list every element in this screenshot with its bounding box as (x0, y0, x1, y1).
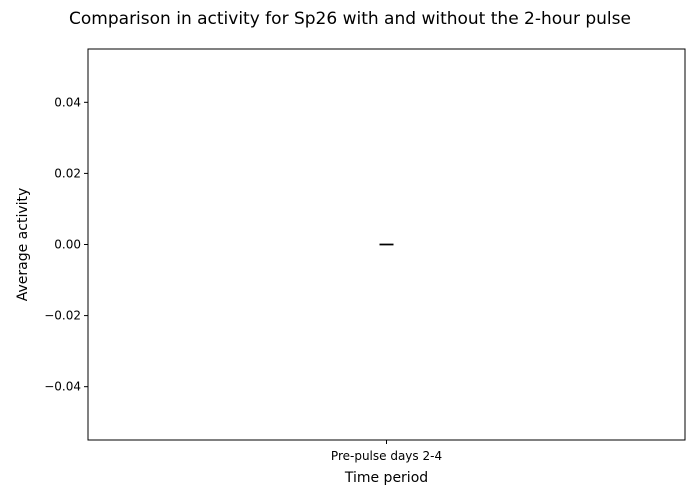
x-axis: Pre-pulse days 2-4 (331, 440, 442, 463)
y-tick-label: 0.04 (54, 95, 81, 109)
x-tick-label: Pre-pulse days 2-4 (331, 449, 442, 463)
chart-title: Comparison in activity for Sp26 with and… (69, 9, 631, 29)
y-tick-label: −0.04 (44, 380, 81, 394)
x-axis-label: Time period (344, 470, 428, 486)
y-tick-label: 0.00 (54, 238, 81, 252)
y-tick-label: −0.02 (44, 309, 81, 323)
y-axis: −0.04 −0.02 0.00 0.02 0.04 (44, 95, 88, 394)
y-tick-label: 0.02 (54, 166, 81, 180)
y-axis-label: Average activity (15, 188, 31, 302)
